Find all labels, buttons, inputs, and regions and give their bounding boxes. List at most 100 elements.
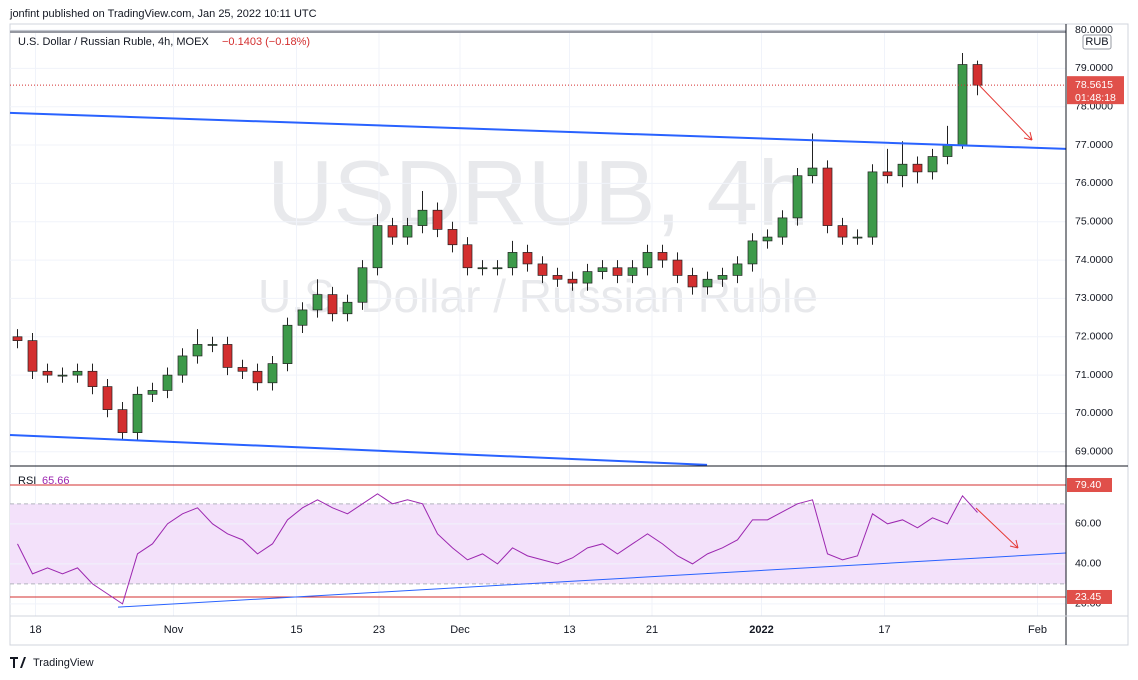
y-tick-label: 73.0000: [1075, 292, 1113, 304]
candle-body: [117, 409, 128, 433]
candle-body: [912, 163, 923, 173]
candle-body: [237, 367, 248, 372]
candle-body: [792, 175, 803, 219]
candle-body: [657, 252, 668, 261]
y-tick-label: 80.0000: [1075, 24, 1113, 36]
candle-body: [762, 236, 773, 242]
x-tick-label: Dec: [450, 624, 470, 636]
candle-body: [342, 301, 353, 315]
y-tick-label: 70.0000: [1075, 407, 1113, 419]
rsi-trendline: [117, 552, 1067, 608]
frame: [9, 23, 1129, 646]
brand: TradingView: [10, 657, 94, 669]
y-tick-label: 76.0000: [1075, 177, 1113, 189]
rsi-level-box: [1067, 589, 1112, 604]
candle-body: [972, 64, 983, 86]
candle-body: [822, 167, 833, 226]
y-tick-label: 77.0000: [1075, 139, 1113, 151]
candle-body: [312, 294, 323, 311]
candle-body: [507, 252, 518, 269]
candle-body: [642, 252, 653, 269]
candle-body: [372, 225, 383, 269]
candle-body: [882, 171, 893, 177]
rsi-level-box: [1067, 478, 1112, 493]
candle-body: [837, 225, 848, 238]
brand-logo: [10, 657, 26, 668]
candle-body: [12, 336, 23, 341]
rsi-level-label: 79.40: [1075, 479, 1101, 491]
candle-body: [537, 263, 548, 276]
candle-body: [102, 386, 113, 410]
rsi-tick-label: 40.00: [1075, 558, 1101, 570]
symbol-title: U.S. Dollar / Russian Ruble, 4h, MOEX: [18, 36, 209, 48]
y-tick-label: 75.0000: [1075, 216, 1113, 228]
published-note: jonfint published on TradingView.com, Ja…: [9, 8, 317, 20]
x-tick-label: Feb: [1028, 624, 1047, 636]
y-tick-label: 79.0000: [1075, 62, 1113, 74]
candle-body: [567, 278, 578, 284]
candle-body: [357, 267, 368, 303]
x-tick-label: 21: [646, 624, 658, 636]
candle-body: [387, 225, 398, 238]
rsi-level-label: 23.45: [1075, 591, 1101, 603]
candle-body: [747, 240, 758, 265]
candle-body: [27, 340, 38, 372]
y-tick-label: 72.0000: [1075, 331, 1113, 343]
trendline: [9, 111, 1067, 150]
candle-body: [447, 229, 458, 246]
rsi-line: [17, 493, 978, 605]
candle-body: [222, 344, 233, 368]
candle-body: [267, 363, 278, 384]
candle-body: [147, 390, 158, 395]
candle-body: [582, 271, 593, 284]
candle-body: [477, 267, 488, 270]
candle-body: [72, 370, 83, 376]
last-price-label: 78.5615: [1075, 79, 1113, 91]
x-tick-label: 13: [563, 624, 575, 636]
y-tick-label: 69.0000: [1075, 446, 1113, 458]
candle-body: [177, 355, 188, 376]
candle-body: [627, 267, 638, 276]
trendline: [9, 433, 708, 466]
x-tick-label: Nov: [164, 624, 184, 636]
rsi-band: [10, 503, 1066, 584]
y-tick-label: 74.0000: [1075, 254, 1113, 266]
candle-body: [702, 278, 713, 288]
candle-body: [42, 370, 53, 376]
candle-body: [417, 209, 428, 226]
x-tick-label: 2022: [749, 624, 773, 636]
candle-body: [87, 370, 98, 387]
candle-body: [192, 344, 203, 357]
candle-body: [732, 263, 743, 276]
plot: USDRUB, 4h U.S. Dollar / Russian Ruble: [9, 29, 1067, 616]
candle-body: [777, 217, 788, 238]
countdown-label: 01:48:18: [1075, 92, 1116, 104]
candle-body: [432, 209, 443, 230]
currency: RUB: [1085, 36, 1108, 48]
candle-body: [282, 324, 293, 364]
candle-body: [957, 64, 968, 146]
candle-body: [462, 244, 473, 269]
brand-name: TradingView: [33, 657, 94, 669]
candle-body: [612, 267, 623, 276]
candle-body: [852, 236, 863, 239]
candle-body: [207, 344, 218, 346]
candle-body: [327, 294, 338, 315]
candle-body: [927, 156, 938, 173]
candle-body: [717, 275, 728, 280]
x-tick-label: 17: [878, 624, 890, 636]
rsi-value: 65.66: [42, 475, 70, 487]
watermark-subtitle: U.S. Dollar / Russian Ruble: [258, 270, 818, 322]
candle-body: [807, 167, 818, 177]
candle-body: [132, 393, 143, 433]
rsi-name: RSI: [18, 475, 36, 487]
candle-body: [897, 163, 908, 177]
candle-body: [867, 171, 878, 238]
candle-body: [402, 225, 413, 238]
candle-body: [492, 267, 503, 270]
x-tick-label: 23: [373, 624, 385, 636]
candle-body: [597, 267, 608, 272]
candle-body: [252, 370, 263, 384]
